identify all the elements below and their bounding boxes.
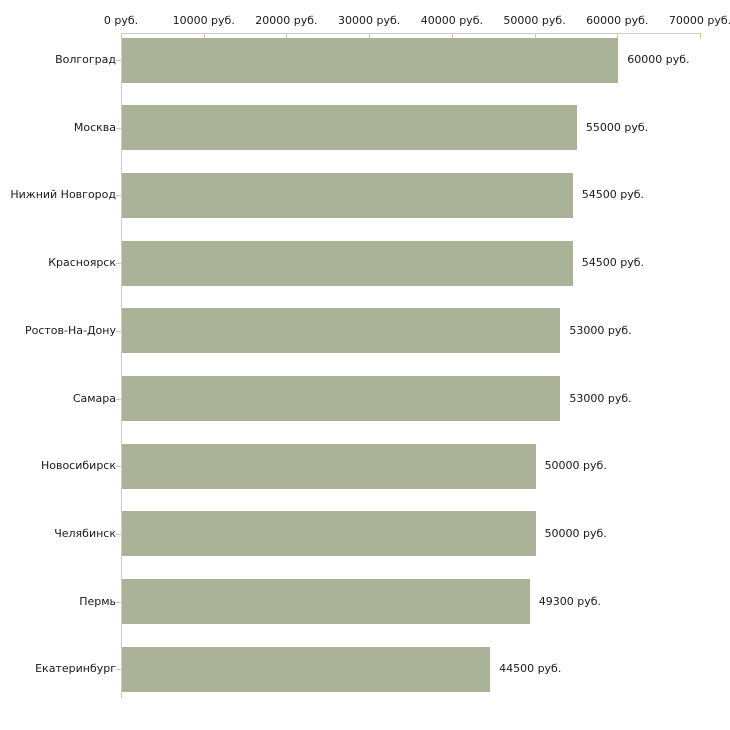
x-axis-tick-label: 50000 руб. bbox=[503, 14, 566, 27]
y-axis-tick-mark bbox=[116, 466, 121, 468]
bar bbox=[122, 308, 561, 354]
y-axis-tick-mark bbox=[116, 263, 121, 265]
value-label: 49300 руб. bbox=[538, 594, 602, 608]
bar bbox=[122, 376, 561, 421]
x-axis-tick-mark bbox=[700, 34, 701, 39]
category-label: Пермь bbox=[79, 594, 116, 608]
x-axis-tick-label: 40000 руб. bbox=[420, 14, 483, 27]
value-label: 55000 руб. bbox=[585, 120, 649, 134]
x-axis-tick-label: 30000 руб. bbox=[338, 14, 401, 27]
bar bbox=[122, 443, 536, 489]
y-axis-tick-mark bbox=[116, 669, 121, 671]
x-axis-tick-label: 10000 руб. bbox=[172, 14, 235, 27]
y-axis-tick-mark bbox=[116, 60, 121, 61]
bar bbox=[122, 105, 577, 151]
x-axis-tick-label: 0 руб. bbox=[103, 14, 139, 27]
x-axis-line bbox=[121, 33, 701, 34]
value-label: 53000 руб. bbox=[569, 323, 632, 337]
category-label: Челябинск bbox=[54, 526, 116, 540]
category-label: Екатеринбург bbox=[35, 662, 116, 676]
category-label: Самара bbox=[72, 391, 116, 405]
x-axis-tick-label: 70000 руб. bbox=[668, 14, 730, 27]
x-axis-tick-mark bbox=[203, 34, 205, 39]
x-axis-tick-mark bbox=[286, 34, 288, 39]
x-axis-tick-label: 60000 руб. bbox=[586, 14, 649, 27]
category-label: Волгоград bbox=[55, 53, 116, 66]
category-label: Новосибирск bbox=[40, 459, 116, 473]
y-axis-tick-mark bbox=[116, 127, 121, 129]
y-axis-line bbox=[121, 33, 122, 698]
bar bbox=[122, 579, 530, 625]
y-axis-tick-mark bbox=[116, 330, 121, 332]
bar bbox=[122, 37, 619, 83]
category-label: Красноярск bbox=[48, 256, 116, 270]
value-label: 60000 руб. bbox=[627, 53, 690, 66]
x-axis-tick-mark bbox=[617, 34, 619, 39]
y-axis-tick-mark bbox=[116, 398, 121, 400]
y-axis-tick-mark bbox=[116, 601, 121, 603]
bar bbox=[122, 511, 536, 557]
bar bbox=[122, 172, 573, 218]
category-label: Нижний Новгород bbox=[10, 188, 116, 202]
y-axis-tick-mark bbox=[116, 533, 121, 535]
y-axis-tick-mark bbox=[116, 195, 121, 197]
category-label: Ростов-На-Дону bbox=[24, 323, 116, 337]
value-label: 53000 руб. bbox=[569, 391, 632, 405]
bar bbox=[122, 240, 573, 286]
category-label: Москва bbox=[73, 120, 116, 134]
value-label: 54500 руб. bbox=[581, 188, 645, 202]
x-axis-tick-label: 20000 руб. bbox=[255, 14, 318, 27]
value-label: 44500 руб. bbox=[499, 662, 562, 676]
value-label: 50000 руб. bbox=[544, 459, 607, 473]
bar bbox=[122, 646, 491, 692]
value-label: 50000 руб. bbox=[544, 526, 607, 540]
x-axis-tick-mark bbox=[451, 34, 453, 39]
x-axis-tick-mark bbox=[121, 34, 122, 39]
x-axis-tick-mark bbox=[534, 34, 536, 39]
x-axis-tick-mark bbox=[369, 34, 371, 39]
value-label: 54500 руб. bbox=[581, 256, 645, 270]
